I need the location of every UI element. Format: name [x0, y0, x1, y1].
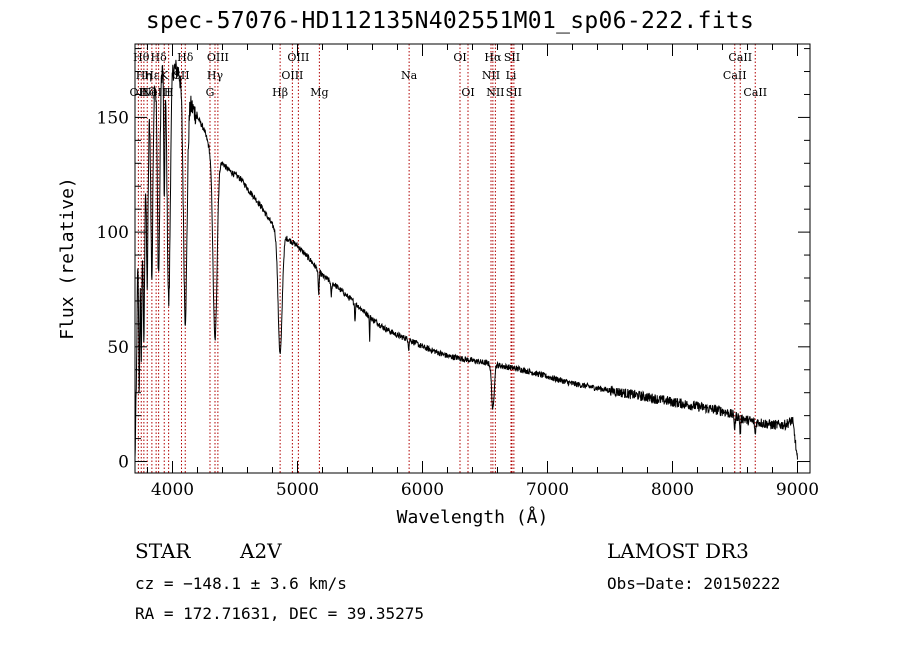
redshift-velocity: cz = −148.1 ± 3.6 km/s [135, 574, 347, 593]
reference-line-label: K [160, 69, 169, 82]
reference-line-label: OI [453, 51, 466, 64]
x-tick-label: 6000 [401, 480, 444, 500]
reference-line-label: OIII [287, 51, 309, 64]
reference-line-label: SII [506, 86, 522, 99]
reference-line-label: Na [401, 69, 418, 82]
reference-line-label: Hα [484, 51, 502, 64]
x-tick-label: 8000 [651, 480, 694, 500]
y-tick-label: 100 [97, 223, 129, 243]
x-axis-label: Wavelength (Å) [397, 506, 549, 528]
reference-labels-group: OIIHθHηHζHεNeIIIHδKHSIIHδGHγOIIIHβOIIIOI… [130, 51, 768, 99]
reference-line-label: Hθ [133, 51, 150, 64]
reference-lines-group [137, 44, 756, 473]
y-tick-label: 50 [107, 338, 129, 358]
reference-line-label: Hζ [139, 86, 155, 99]
reference-line-label: Mg [310, 86, 328, 99]
y-axis-label: Flux (relative) [57, 177, 78, 340]
reference-line-label: OIII [281, 69, 303, 82]
reference-line-label: Li [506, 69, 517, 82]
reference-line-label: CaII [728, 51, 752, 64]
spectrum-line [134, 59, 798, 460]
reference-line-label: NII [482, 69, 500, 82]
spectral-subclass: A2V [240, 539, 282, 563]
axes-group: 4000 5000 6000 7000 8000 9000 0 50 100 150 [97, 44, 819, 500]
reference-line-label: Hε [144, 69, 160, 82]
reference-line-label: NII [486, 86, 504, 99]
reference-line-label: Hγ [207, 69, 224, 82]
reference-line-label: SII [504, 51, 520, 64]
chart-title: spec-57076-HD112135N402551M01_sp06-222.f… [145, 8, 755, 34]
reference-line-label: CaII [723, 69, 747, 82]
observation-date: Obs−Date: 20150222 [607, 574, 781, 593]
reference-line-label: Hη [136, 69, 152, 82]
y-tick-label: 0 [118, 453, 129, 473]
reference-line-label: G [206, 86, 215, 99]
x-tick-label: 9000 [776, 480, 819, 500]
x-tick-label: 4000 [151, 480, 194, 500]
reference-line-label: Hδ [151, 51, 168, 64]
object-class: STAR [135, 539, 191, 563]
reference-line-label: Hδ [177, 51, 194, 64]
survey-name: LAMOST DR3 [607, 539, 749, 563]
reference-line-label: SII [173, 69, 189, 82]
reference-line-label: CaII [743, 86, 767, 99]
reference-line-label: OI [461, 86, 474, 99]
reference-line-label: OII [130, 86, 148, 99]
y-tick-label: 150 [97, 108, 129, 128]
coordinates: RA = 172.71631, DEC = 39.35275 [135, 604, 424, 623]
reference-line-label: H [164, 86, 174, 99]
reference-line-label: OIII [207, 51, 229, 64]
x-tick-label: 5000 [276, 480, 319, 500]
reference-line-label: Hβ [272, 86, 288, 99]
x-tick-label: 7000 [526, 480, 569, 500]
